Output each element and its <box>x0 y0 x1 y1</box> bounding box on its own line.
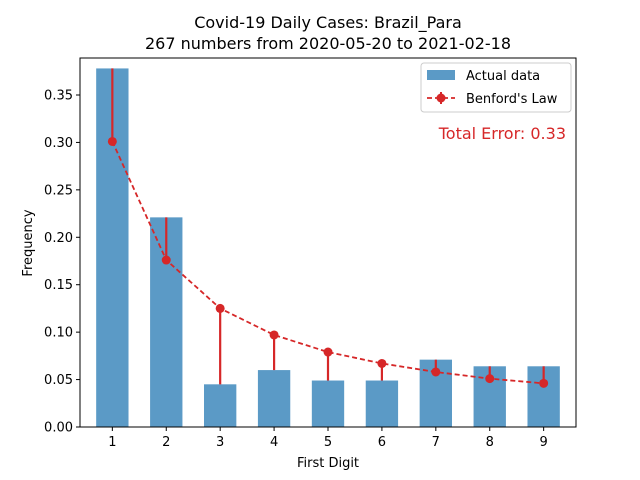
y-tick-label-7: 0.35 <box>44 88 73 103</box>
axes-frame <box>79 57 577 428</box>
benford-point-digit-6 <box>377 358 387 368</box>
y-tick-label-2: 0.10 <box>44 326 73 341</box>
legend-swatch-actual <box>427 70 455 80</box>
benford-point-digit-9 <box>539 378 549 388</box>
benford-point-digit-7 <box>431 367 441 377</box>
bar-digit-5 <box>311 380 345 427</box>
legend-label-benford: Benford's Law <box>466 92 558 107</box>
bar-digit-4 <box>257 370 291 427</box>
total-error-annotation: Total Error: 0.33 <box>438 124 566 143</box>
benford-point-digit-5 <box>323 347 333 357</box>
y-tick-label-3: 0.15 <box>44 278 73 293</box>
chart-title: Covid-19 Daily Cases: Brazil_Para <box>194 13 462 33</box>
y-tick-label-1: 0.05 <box>44 373 73 388</box>
chart-subtitle: 267 numbers from 2020-05-20 to 2021-02-1… <box>145 34 511 53</box>
y-tick-label-0: 0.00 <box>44 421 73 436</box>
x-tick-label-6: 6 <box>378 435 386 450</box>
x-tick-label-3: 3 <box>216 435 224 450</box>
legend-label-actual: Actual data <box>466 69 540 84</box>
benford-point-digit-2 <box>161 255 171 265</box>
bar-digit-3 <box>204 384 237 427</box>
x-tick-label-2: 2 <box>162 435 170 450</box>
x-tick-label-9: 9 <box>540 435 548 450</box>
x-tick-label-4: 4 <box>270 435 278 450</box>
benford-point-digit-8 <box>485 374 495 384</box>
legend: Actual data Benford's Law <box>420 62 572 113</box>
benford-point-digit-1 <box>107 136 117 146</box>
bar-digit-6 <box>365 380 399 427</box>
legend-marker-benford <box>436 93 446 103</box>
y-tick-label-5: 0.25 <box>44 183 73 198</box>
benford-point-digit-4 <box>269 330 279 340</box>
x-tick-label-8: 8 <box>486 435 494 450</box>
legend-frame <box>420 62 572 113</box>
x-tick-label-5: 5 <box>324 435 332 450</box>
y-axis-label: Frequency <box>21 209 36 276</box>
benford-line <box>111 141 544 385</box>
benford-point-digit-3 <box>215 303 225 313</box>
x-tick-label-7: 7 <box>432 435 440 450</box>
x-tick-label-1: 1 <box>108 435 116 450</box>
plot-area: 1 2 3 4 5 6 7 8 9 0.00 0.05 0.10 0.15 0.20 0.25 0.30 0.3… <box>44 68 560 450</box>
y-tick-label-6: 0.30 <box>44 136 73 151</box>
y-tick-label-4: 0.20 <box>44 231 73 246</box>
x-axis-label: First Digit <box>297 456 359 471</box>
